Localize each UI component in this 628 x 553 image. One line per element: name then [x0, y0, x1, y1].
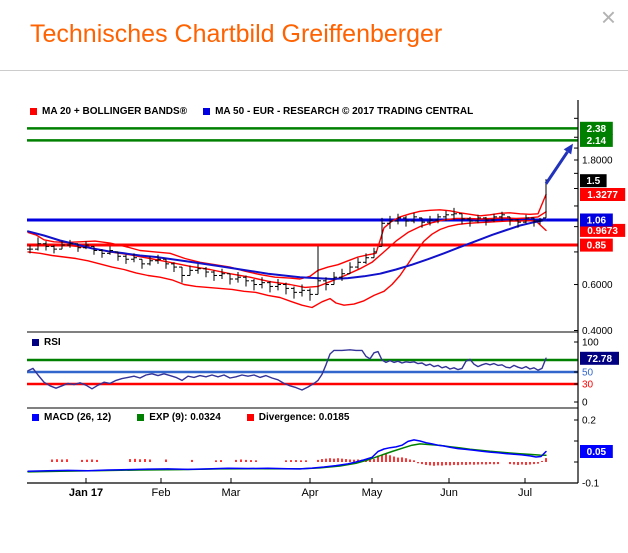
macd-legend-label: MACD (26, 12) — [44, 412, 112, 423]
rsi-tick-label: 0 — [582, 398, 588, 409]
price-badge-1.5 — [580, 174, 607, 188]
macd-panel — [27, 439, 547, 473]
ma50-legend-label: MA 50 - EUR - RESEARCH © 2017 TRADING CE… — [215, 106, 474, 117]
price-badge-1.5-label: 1.5 — [586, 176, 600, 187]
ma20-line — [27, 211, 547, 289]
legend-item-macd: MACD (26, 12) — [32, 412, 111, 423]
rsi-legend-label: RSI — [44, 337, 61, 348]
rsi-tick-label: 30 — [582, 380, 594, 391]
legend-item-divergence: Divergence: 0.0185 — [246, 412, 350, 423]
header-divider — [0, 70, 628, 71]
rsi-tick-label: 100 — [582, 338, 599, 349]
ma50-line — [27, 219, 547, 280]
exp-swatch-icon — [137, 414, 145, 421]
price-badge-2.38-label: 2.38 — [587, 124, 607, 135]
macd-tick-label: -0.1 — [582, 479, 600, 490]
trend-arrow-shaft — [544, 151, 569, 185]
rsi-panel — [27, 349, 578, 391]
month-label: Jun — [440, 487, 458, 499]
macd-badge — [580, 445, 613, 458]
rsi-tick-label: 50 — [582, 368, 594, 379]
bollinger-lower-line — [27, 219, 547, 309]
ma20-legend-label: MA 20 + BOLLINGER BANDS® — [42, 106, 188, 117]
month-label: Apr — [301, 487, 318, 499]
price-bars — [27, 179, 549, 301]
page-title: Technisches Chartbild Greiffenberger — [30, 20, 443, 48]
macd-tick-label: 0.2 — [582, 416, 596, 427]
macd-legend: MACD (26, 12) EXP (9): 0.0324 Divergence… — [32, 412, 349, 423]
legend-item-ma50: MA 50 - EUR - RESEARCH © 2017 TRADING CE… — [203, 106, 473, 117]
price-badge-0.9673-label: 0.9673 — [587, 226, 618, 237]
bollinger-upper-line — [27, 193, 547, 280]
divergence-swatch-icon — [246, 414, 254, 421]
rsi-line — [27, 349, 547, 391]
price-badge-0.85-label: 0.85 — [587, 241, 607, 252]
ma50-swatch-icon — [203, 108, 211, 115]
price-badge-1.3277 — [580, 188, 626, 201]
price-badge-1.06 — [580, 213, 613, 227]
price-tick-label: 0.4000 — [582, 326, 613, 337]
macd-swatch-icon — [32, 414, 39, 421]
exp-line — [27, 443, 547, 473]
rsi-swatch-icon — [32, 339, 39, 346]
price-badge-1.3277-label: 1.3277 — [587, 190, 618, 201]
price-badge-1.06-label: 1.06 — [587, 216, 607, 227]
price-panel — [27, 127, 578, 309]
rsi-legend: RSI — [32, 337, 61, 348]
price-tick-label: 1.8000 — [582, 156, 613, 167]
trend-arrow-head — [563, 143, 573, 155]
header: Technisches Chartbild Greiffenberger × — [0, 0, 628, 70]
price-badge-2.38 — [580, 121, 613, 135]
month-label: Mar — [222, 487, 241, 499]
rsi-badge-label: 72.78 — [587, 354, 612, 365]
close-icon[interactable]: × — [600, 2, 616, 32]
price-badge-0.9673 — [580, 223, 626, 237]
price-badge-2.14 — [580, 133, 613, 147]
month-label: Jul — [518, 487, 532, 499]
legend-item-rsi: RSI — [32, 337, 61, 348]
macd-line — [27, 439, 547, 472]
legend-item-exp: EXP (9): 0.0324 — [137, 412, 221, 423]
price-legend: MA 20 + BOLLINGER BANDS® MA 50 - EUR - R… — [30, 106, 473, 117]
legend-item-ma20-bollinger: MA 20 + BOLLINGER BANDS® — [30, 106, 187, 117]
macd-badge-label: 0.05 — [587, 447, 607, 458]
month-label: Feb — [152, 487, 171, 499]
exp-legend-label: EXP (9): 0.0324 — [149, 412, 221, 423]
price-tick-label: 0.6000 — [582, 280, 613, 291]
divergence-legend-label: Divergence: 0.0185 — [258, 412, 350, 423]
price-badge-2.14-label: 2.14 — [587, 136, 607, 147]
month-label: Jan 17 — [69, 487, 103, 499]
month-label: May — [362, 487, 383, 499]
rsi-badge — [580, 351, 619, 365]
ma20-swatch-icon — [30, 108, 37, 115]
price-badge-0.85 — [580, 238, 613, 252]
